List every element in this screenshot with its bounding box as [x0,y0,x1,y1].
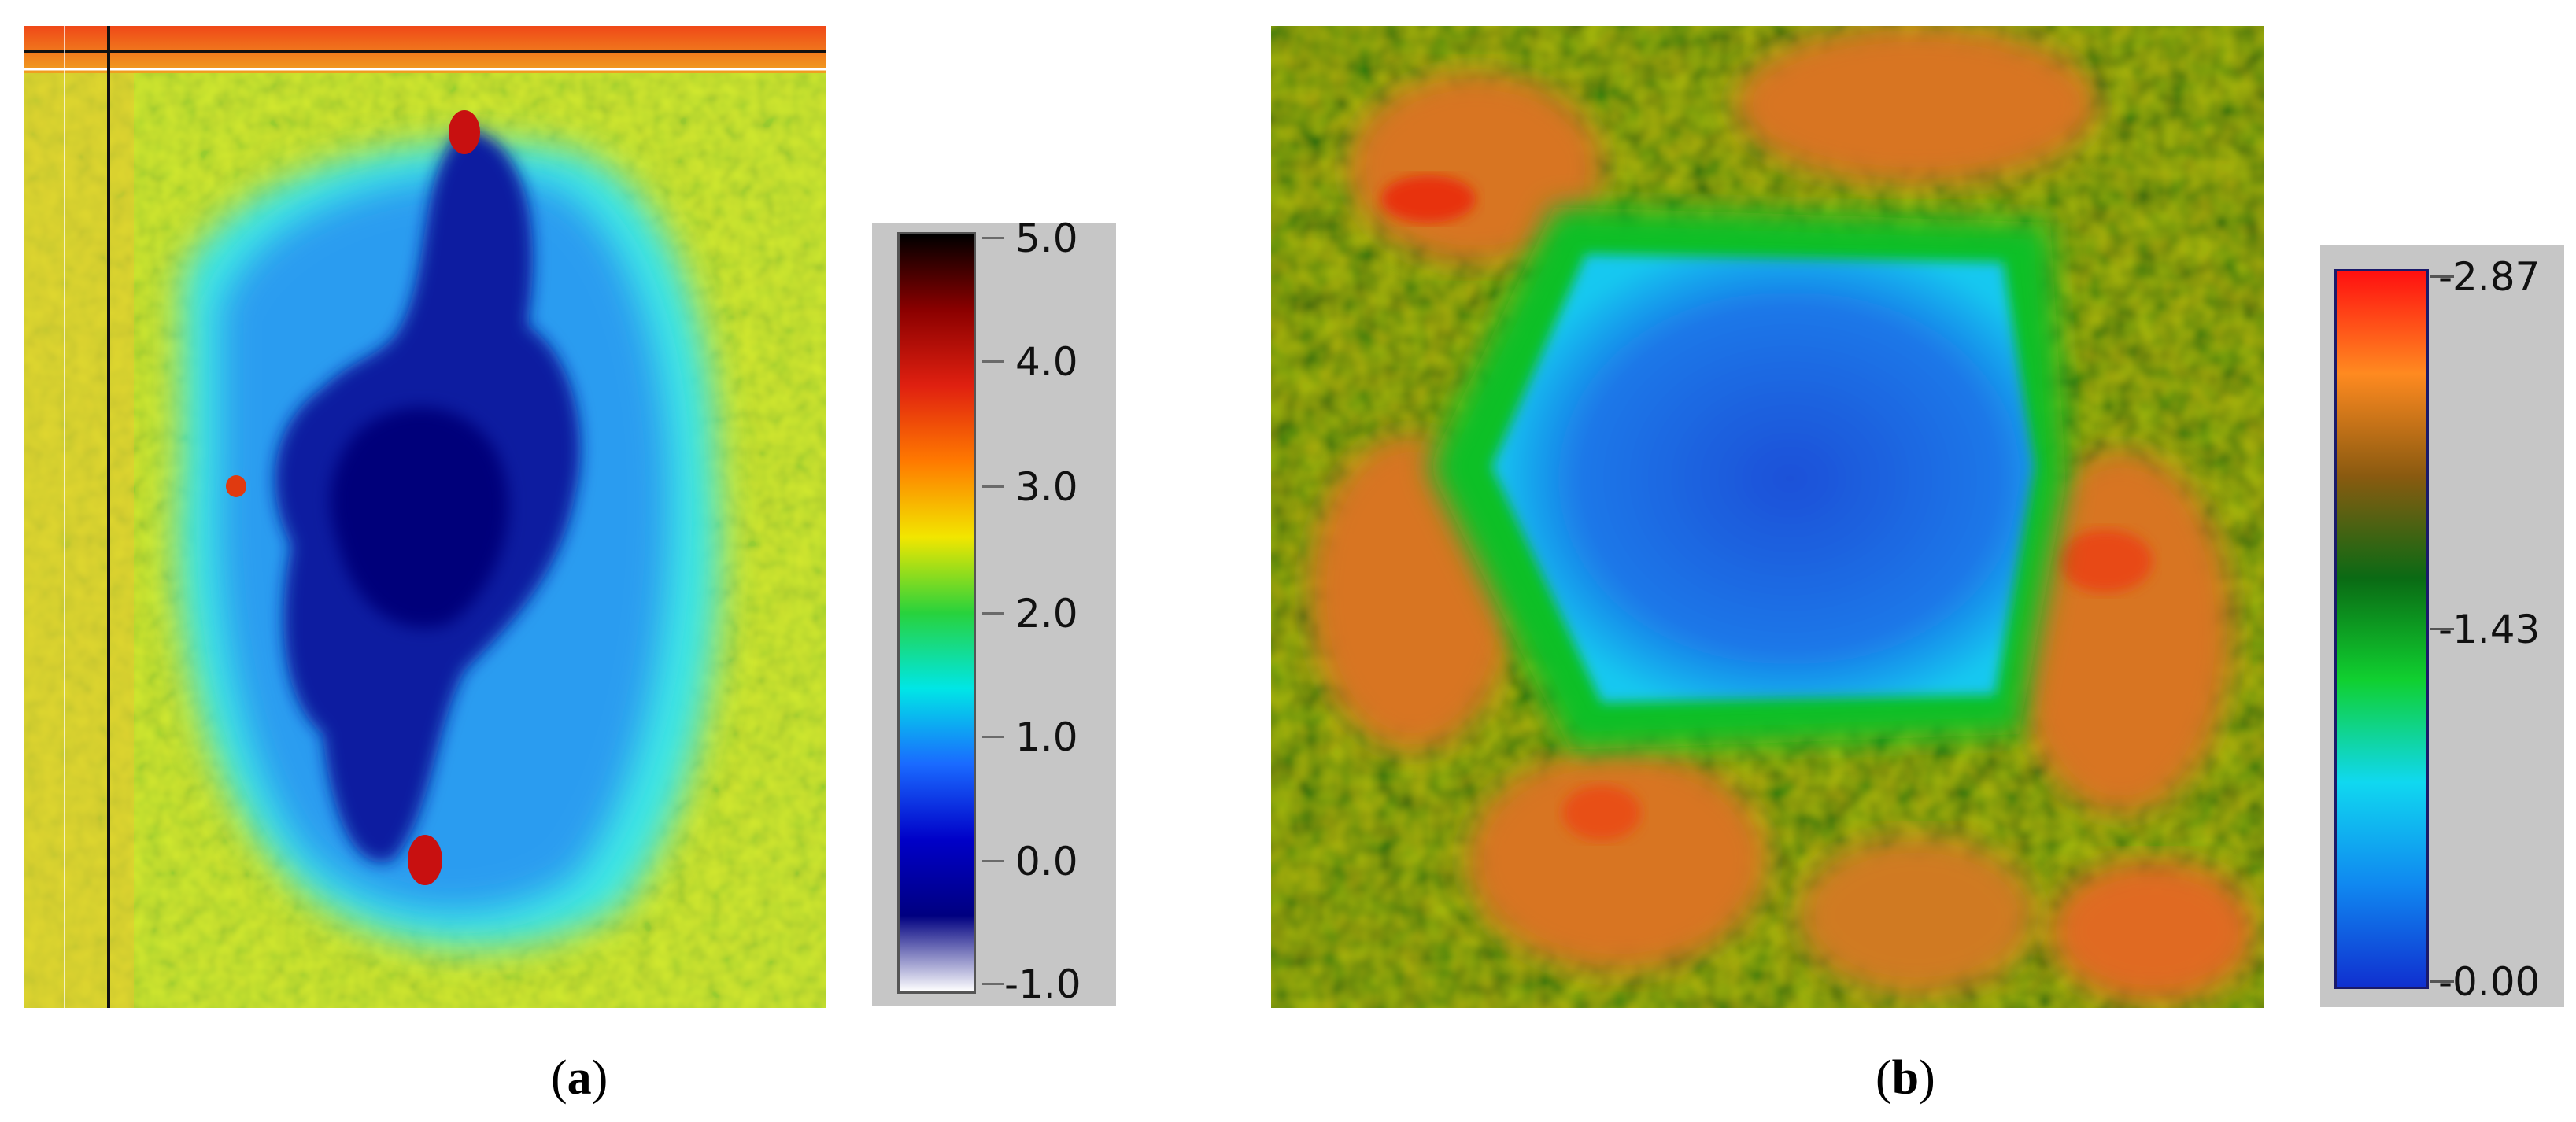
colorbar-a-label: 4.0 [1015,339,1078,385]
colorbar-a-label: 1.0 [1015,714,1078,760]
thermal-map-b [1271,26,2264,1008]
colorbar-b-tick [2430,275,2454,278]
colorbar-a-gradient [897,232,976,994]
colorbar-a-label: 0.0 [1015,839,1078,884]
colorbar-a-tick [982,485,1004,488]
colorbar-a-tick [982,736,1004,738]
colorbar-a-label: -1.0 [1004,961,1081,1007]
colorbar-b-label: -0.00 [2438,959,2541,1005]
colorbar-b-label: -1.43 [2438,607,2541,652]
colorbar-b-tick [2430,980,2454,983]
colorbar-a-tick [982,983,1004,985]
caption-b: (b) [1876,1051,1935,1105]
colorbar-b-gradient [2334,269,2429,989]
colorbar-b: -2.87 -1.43 -0.00 [2320,245,2564,1007]
colorbar-a-tick [982,612,1004,615]
colorbar-b-tick [2430,628,2454,630]
colorbar-a: 5.0 4.0 3.0 2.0 1.0 0.0 -1.0 [872,219,1116,1007]
colorbar-a-label: 2.0 [1015,591,1078,637]
thermal-map-a [24,26,826,1008]
colorbar-a-label: 3.0 [1015,464,1078,510]
caption-a: (a) [551,1051,608,1105]
colorbar-a-tick [982,360,1004,363]
colorbar-b-label: -2.87 [2438,254,2541,300]
colorbar-a-tick [982,237,1004,239]
colorbar-a-label: 5.0 [1015,216,1078,261]
colorbar-a-tick [982,860,1004,862]
